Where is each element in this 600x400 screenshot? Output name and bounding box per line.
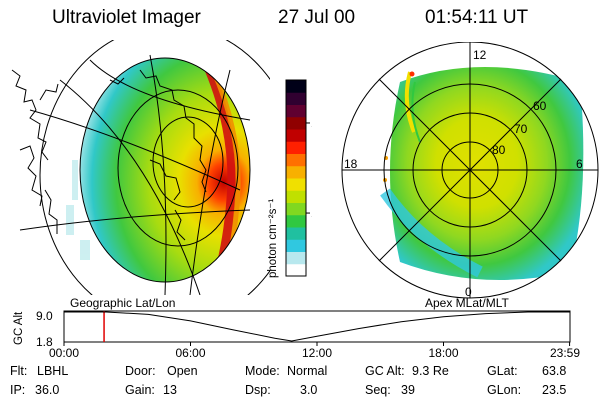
ip-label: IP: — [10, 383, 26, 397]
colorbar-tick-label: 100 — [311, 118, 312, 130]
lat-70-label: 70 — [514, 122, 528, 136]
instrument-title: Ultraviolet Imager — [52, 7, 201, 28]
gcalt-label: GC Alt: — [365, 364, 405, 378]
glat-label: GLat: — [487, 364, 518, 378]
colorbar-band — [286, 251, 306, 265]
colorbar-band — [286, 190, 306, 203]
altitude-plot-frame — [63, 310, 571, 343]
altitude-ytick-bottom: 1.8 — [36, 335, 53, 349]
dsp-label: Dsp: — [245, 383, 271, 397]
coastlines — [11, 69, 207, 241]
colorbar-band — [286, 239, 306, 252]
colorbar-band — [286, 141, 306, 154]
colorbar-band — [286, 178, 306, 191]
mlt-6-label: 6 — [576, 157, 583, 171]
time-label: 01:54:11 UT — [425, 7, 529, 28]
seq-label: Seq: — [365, 383, 391, 397]
gain-value: 13 — [163, 383, 177, 397]
colorbar-band — [286, 202, 306, 216]
lat-80-label: 80 — [492, 143, 506, 157]
mode-label: Mode: — [245, 364, 280, 378]
flt-value: LBHL — [37, 364, 69, 378]
colorbar-band — [286, 214, 306, 228]
altitude-xtick-label: 06:00 — [175, 346, 205, 360]
door-label: Door: — [125, 364, 156, 378]
polar-grid — [341, 42, 599, 299]
colorbar-band — [286, 92, 306, 105]
dsp-value: 3.0 — [300, 383, 318, 397]
altitude-xtick-label: 00:00 — [49, 346, 79, 360]
mode-value: Normal — [287, 364, 328, 378]
mlt-18-label: 18 — [344, 157, 358, 171]
colorbar-band — [286, 227, 306, 240]
seq-value: 39 — [401, 383, 415, 397]
altitude-axis-label: GC Alt — [13, 311, 25, 345]
altitude-plot: GC Alt 9.0 1.8 00:00 06:00 12:00 18:00 23:59 — [13, 309, 580, 360]
altitude-curve — [64, 311, 570, 342]
geographic-label: Geographic Lat/Lon — [70, 296, 176, 310]
altitude-xtick-label: 12:00 — [302, 346, 332, 360]
colorbar-band — [286, 80, 306, 93]
colorbar-band — [286, 129, 306, 142]
altitude-ytick-top: 9.0 — [36, 309, 53, 323]
colorbar-band — [286, 104, 306, 118]
altitude-xtick-label: 18:00 — [428, 346, 458, 360]
colorbar-band — [286, 116, 306, 130]
colorbar: 100 10 photon cm⁻²s⁻¹ — [267, 79, 312, 278]
glat-value: 63.8 — [542, 364, 567, 378]
colorbar-band — [286, 165, 306, 179]
mlt-0-label: 0 — [465, 285, 472, 299]
colorbar-band — [286, 263, 306, 277]
date-label: 27 Jul 00 — [278, 7, 356, 28]
gain-label: Gain: — [125, 383, 155, 397]
door-value: Open — [167, 364, 198, 378]
polar-image: 12 18 6 0 60 70 80 — [341, 42, 599, 299]
gcalt-value: 9.3 Re — [412, 364, 449, 378]
polar-emission — [390, 67, 584, 280]
colorbar-label: photon cm⁻²s⁻¹ — [267, 199, 279, 278]
colorbar-tick-label: 10 — [311, 208, 312, 220]
glon-label: GLon: — [487, 383, 522, 397]
geographic-image — [11, 40, 270, 295]
colorbar-band — [286, 153, 306, 167]
mlt-12-label: 12 — [473, 48, 487, 62]
graticule-grid — [19, 40, 270, 295]
altitude-xtick-label: 23:59 — [550, 346, 580, 360]
ip-value: 36.0 — [35, 383, 60, 397]
flt-label: Flt: — [10, 364, 28, 378]
apex-label: Apex MLat/MLT — [425, 296, 509, 310]
lat-60-label: 60 — [533, 99, 547, 113]
glon-value: 23.5 — [542, 383, 567, 397]
